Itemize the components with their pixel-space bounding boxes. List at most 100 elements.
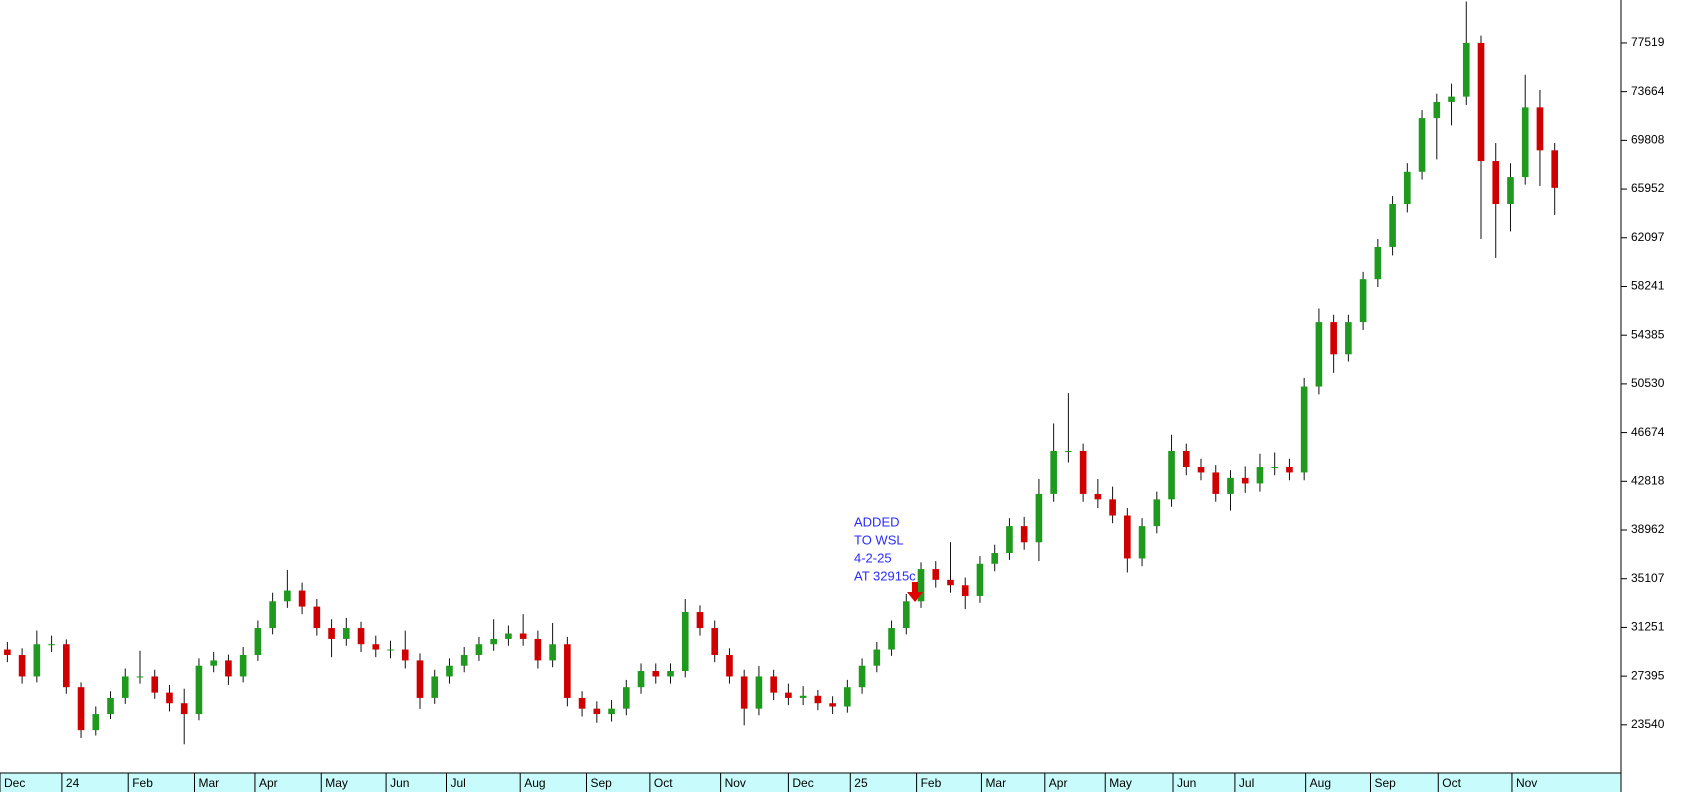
candle-body	[1536, 107, 1544, 151]
annotation-line: ADDED	[854, 514, 900, 529]
y-tick-label: 77519	[1631, 35, 1665, 49]
x-tick-label: Jun	[1177, 776, 1196, 790]
x-tick-label: Feb	[921, 776, 942, 790]
candle-body	[475, 644, 483, 655]
candle-body	[1286, 467, 1293, 473]
candle-body	[62, 644, 70, 688]
candle-body	[1374, 246, 1382, 280]
candle-body	[873, 649, 881, 666]
candle-body	[1065, 450, 1072, 452]
candle-body	[387, 649, 394, 651]
candle-body	[799, 695, 807, 698]
candle-body	[1521, 107, 1529, 178]
annotation-line: TO WSL	[854, 532, 904, 547]
annotation: ADDED TO WSL 4-2-25 AT 32915c	[854, 514, 923, 602]
candle-body	[1271, 467, 1279, 469]
candle-body	[1315, 322, 1323, 387]
x-axis-band	[0, 773, 1621, 792]
candle-body	[578, 697, 586, 709]
x-tick-label: Oct	[654, 776, 673, 790]
x-tick-label: May	[1109, 776, 1132, 790]
candle-body	[136, 676, 144, 678]
y-tick-label: 38962	[1631, 522, 1665, 536]
x-tick-label: Nov	[725, 776, 746, 790]
candle-body	[1079, 450, 1087, 494]
candle-body	[1006, 526, 1013, 554]
candle-body	[1241, 477, 1249, 484]
candle-body	[1138, 526, 1146, 559]
candle-body	[1477, 42, 1485, 162]
candle-body	[1020, 526, 1028, 543]
candle-body	[917, 569, 925, 602]
candle-body	[1345, 322, 1352, 355]
y-tick-label: 69808	[1631, 133, 1665, 147]
candle-body	[991, 553, 999, 564]
candle-body	[1094, 493, 1102, 500]
candle-body	[637, 671, 645, 688]
candle-body	[785, 692, 792, 698]
candle-body	[667, 671, 674, 677]
candle-body	[1197, 467, 1205, 473]
candle-body	[431, 676, 439, 698]
candle-body	[151, 676, 159, 693]
plot	[4, 1, 1559, 745]
candle-body	[814, 695, 822, 704]
x-tick-label: Jul	[1239, 776, 1254, 790]
y-tick-label: 23540	[1631, 717, 1665, 731]
y-tick-label: 27395	[1631, 668, 1665, 682]
candle-body	[740, 676, 748, 709]
candle-body	[313, 606, 321, 629]
x-tick-label: Aug	[524, 776, 545, 790]
y-tick-label: 65952	[1631, 181, 1665, 195]
candle-body	[770, 676, 777, 693]
y-tick-label: 50530	[1631, 376, 1665, 390]
x-tick-label: Nov	[1516, 776, 1537, 790]
candle-body	[77, 687, 85, 731]
candle-body	[947, 579, 954, 586]
candle-body	[180, 703, 188, 715]
annotation-arrow	[907, 582, 923, 602]
candle-body	[1418, 118, 1426, 172]
candle-body	[239, 654, 247, 677]
candle-body	[844, 687, 851, 707]
x-tick-label: Mar	[199, 776, 220, 790]
x-tick-label: 24	[66, 776, 80, 790]
x-tick-label: Oct	[1442, 776, 1461, 790]
candle-body	[92, 714, 100, 731]
x-tick-label: Apr	[259, 776, 278, 790]
candle-body	[225, 660, 232, 677]
candle-body	[549, 644, 556, 661]
candle-body	[681, 612, 689, 672]
candle-body	[1330, 322, 1337, 355]
x-tick-label: Sep	[1374, 776, 1396, 790]
candle-body	[1404, 171, 1411, 204]
candle-body	[1300, 386, 1308, 473]
candle-body	[1433, 101, 1441, 119]
candle-body	[1124, 515, 1131, 559]
candle-body	[1050, 450, 1057, 494]
candle-body	[1256, 467, 1264, 484]
y-tick-label: 58241	[1631, 279, 1665, 293]
candle-body	[195, 665, 203, 715]
candle-body	[976, 563, 984, 596]
candle-body	[755, 676, 763, 709]
candle-body	[1182, 450, 1190, 468]
candle-body	[210, 660, 217, 666]
x-tick-label: Feb	[132, 776, 153, 790]
candle-body	[1153, 499, 1161, 527]
x-tick-label: Dec	[4, 776, 25, 790]
candle-body	[711, 628, 719, 655]
x-tick-label: Jun	[390, 776, 409, 790]
y-tick-label: 31251	[1631, 620, 1665, 634]
candle-body	[342, 628, 350, 639]
candle-body	[593, 708, 601, 715]
candle-body	[1035, 493, 1043, 543]
candle-body	[284, 590, 291, 602]
candle-body	[1448, 96, 1455, 102]
candle-body	[357, 628, 365, 645]
candle-body	[622, 687, 630, 709]
candle-body	[1109, 499, 1116, 516]
candle-body	[1551, 150, 1559, 188]
